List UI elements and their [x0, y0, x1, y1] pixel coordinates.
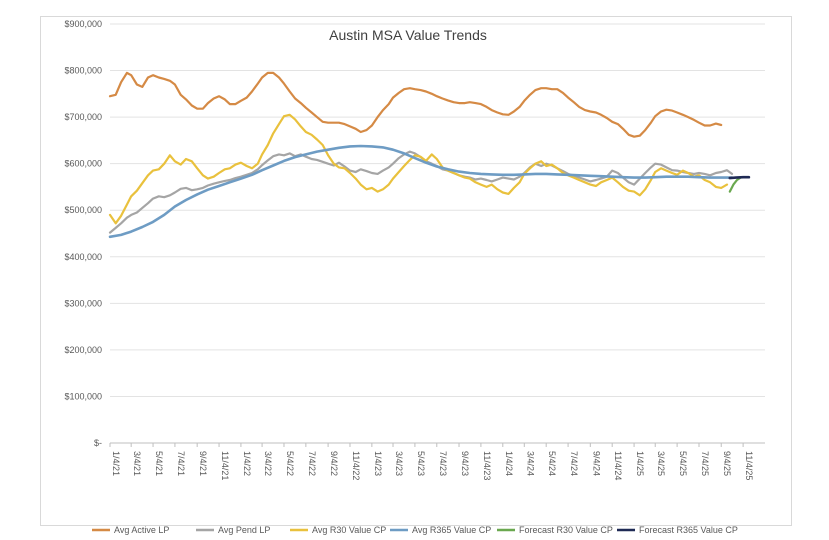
x-tick-label: 7/4/22 — [307, 451, 317, 476]
legend-label: Avg R30 Value CP — [312, 525, 386, 535]
legend-label: Avg Active LP — [114, 525, 169, 535]
y-tick-label: $200,000 — [64, 345, 102, 355]
x-tick-label: 5/4/22 — [285, 451, 295, 476]
x-tick-label: 1/4/22 — [242, 451, 252, 476]
x-tick-label: 9/4/21 — [198, 451, 208, 476]
y-tick-label: $500,000 — [64, 205, 102, 215]
x-tick-label: 7/4/24 — [569, 451, 579, 476]
series-line-avg-r30-value-cp — [108, 113, 729, 225]
y-tick-label: $100,000 — [64, 391, 102, 401]
x-tick-label: 1/4/23 — [373, 451, 383, 476]
chart-area — [40, 16, 792, 526]
y-tick-label: $400,000 — [64, 252, 102, 262]
series-line-forecast-r30-value-cp — [728, 176, 742, 193]
x-tick-label: 9/4/24 — [591, 451, 601, 476]
x-tick-label: 3/4/21 — [132, 451, 142, 476]
x-tick-label: 1/4/21 — [111, 451, 121, 476]
legend-label: Forecast R30 Value CP — [519, 525, 613, 535]
x-tick-label: 11/4/25 — [744, 451, 754, 480]
x-tick-label: 5/4/23 — [416, 451, 426, 476]
x-tick-label: 11/4/24 — [613, 451, 623, 480]
x-tick-label: 7/4/21 — [176, 451, 186, 476]
y-tick-label: $- — [94, 438, 102, 448]
legend-label: Avg R365 Value CP — [412, 525, 491, 535]
y-tick-label: $300,000 — [64, 298, 102, 308]
legend: Avg Active LP Avg Pend LP Avg R30 Value CP… — [92, 525, 738, 535]
x-tick-label: 3/4/23 — [394, 451, 404, 476]
gridlines — [110, 23, 765, 444]
series-lines — [108, 71, 751, 239]
x-tick-label: 9/4/23 — [460, 451, 470, 476]
x-tick-label: 11/4/23 — [482, 451, 492, 480]
x-tick-label: 5/4/21 — [154, 451, 164, 476]
x-tick-label: 3/4/22 — [263, 451, 273, 476]
x-tick-label: 7/4/25 — [700, 451, 710, 476]
y-tick-label: $600,000 — [64, 159, 102, 169]
x-tick-label: 3/4/25 — [656, 451, 666, 476]
series-line-avg-active-lp — [108, 71, 723, 138]
y-tick-label: $700,000 — [64, 112, 102, 122]
x-tick-label: 1/4/25 — [635, 451, 645, 476]
x-tick-label: 5/4/25 — [678, 451, 688, 476]
y-tick-label: $900,000 — [64, 19, 102, 29]
legend-label: Avg Pend LP — [218, 525, 270, 535]
x-tick-label: 11/4/21 — [220, 451, 230, 480]
x-tick-label: 7/4/23 — [438, 451, 448, 476]
x-tick-label: 9/4/22 — [329, 451, 339, 476]
series-line-forecast-r365-value-cp — [728, 175, 751, 180]
y-tick-label: $800,000 — [64, 66, 102, 76]
x-tick-label: 11/4/22 — [351, 451, 361, 480]
series-line-avg-r365-value-cp — [108, 144, 734, 239]
x-tick-label: 5/4/24 — [547, 451, 557, 476]
chart-title: Austin MSA Value Trends — [329, 27, 487, 43]
x-tick-label: 1/4/24 — [504, 451, 514, 476]
axes: $- $100,000 $200,000 $300,000 $400,000 $500,0… — [64, 19, 754, 480]
legend-label: Forecast R365 Value CP — [639, 525, 738, 535]
x-tick-label: 9/4/25 — [722, 451, 732, 476]
x-tick-label: 3/4/24 — [525, 451, 535, 476]
